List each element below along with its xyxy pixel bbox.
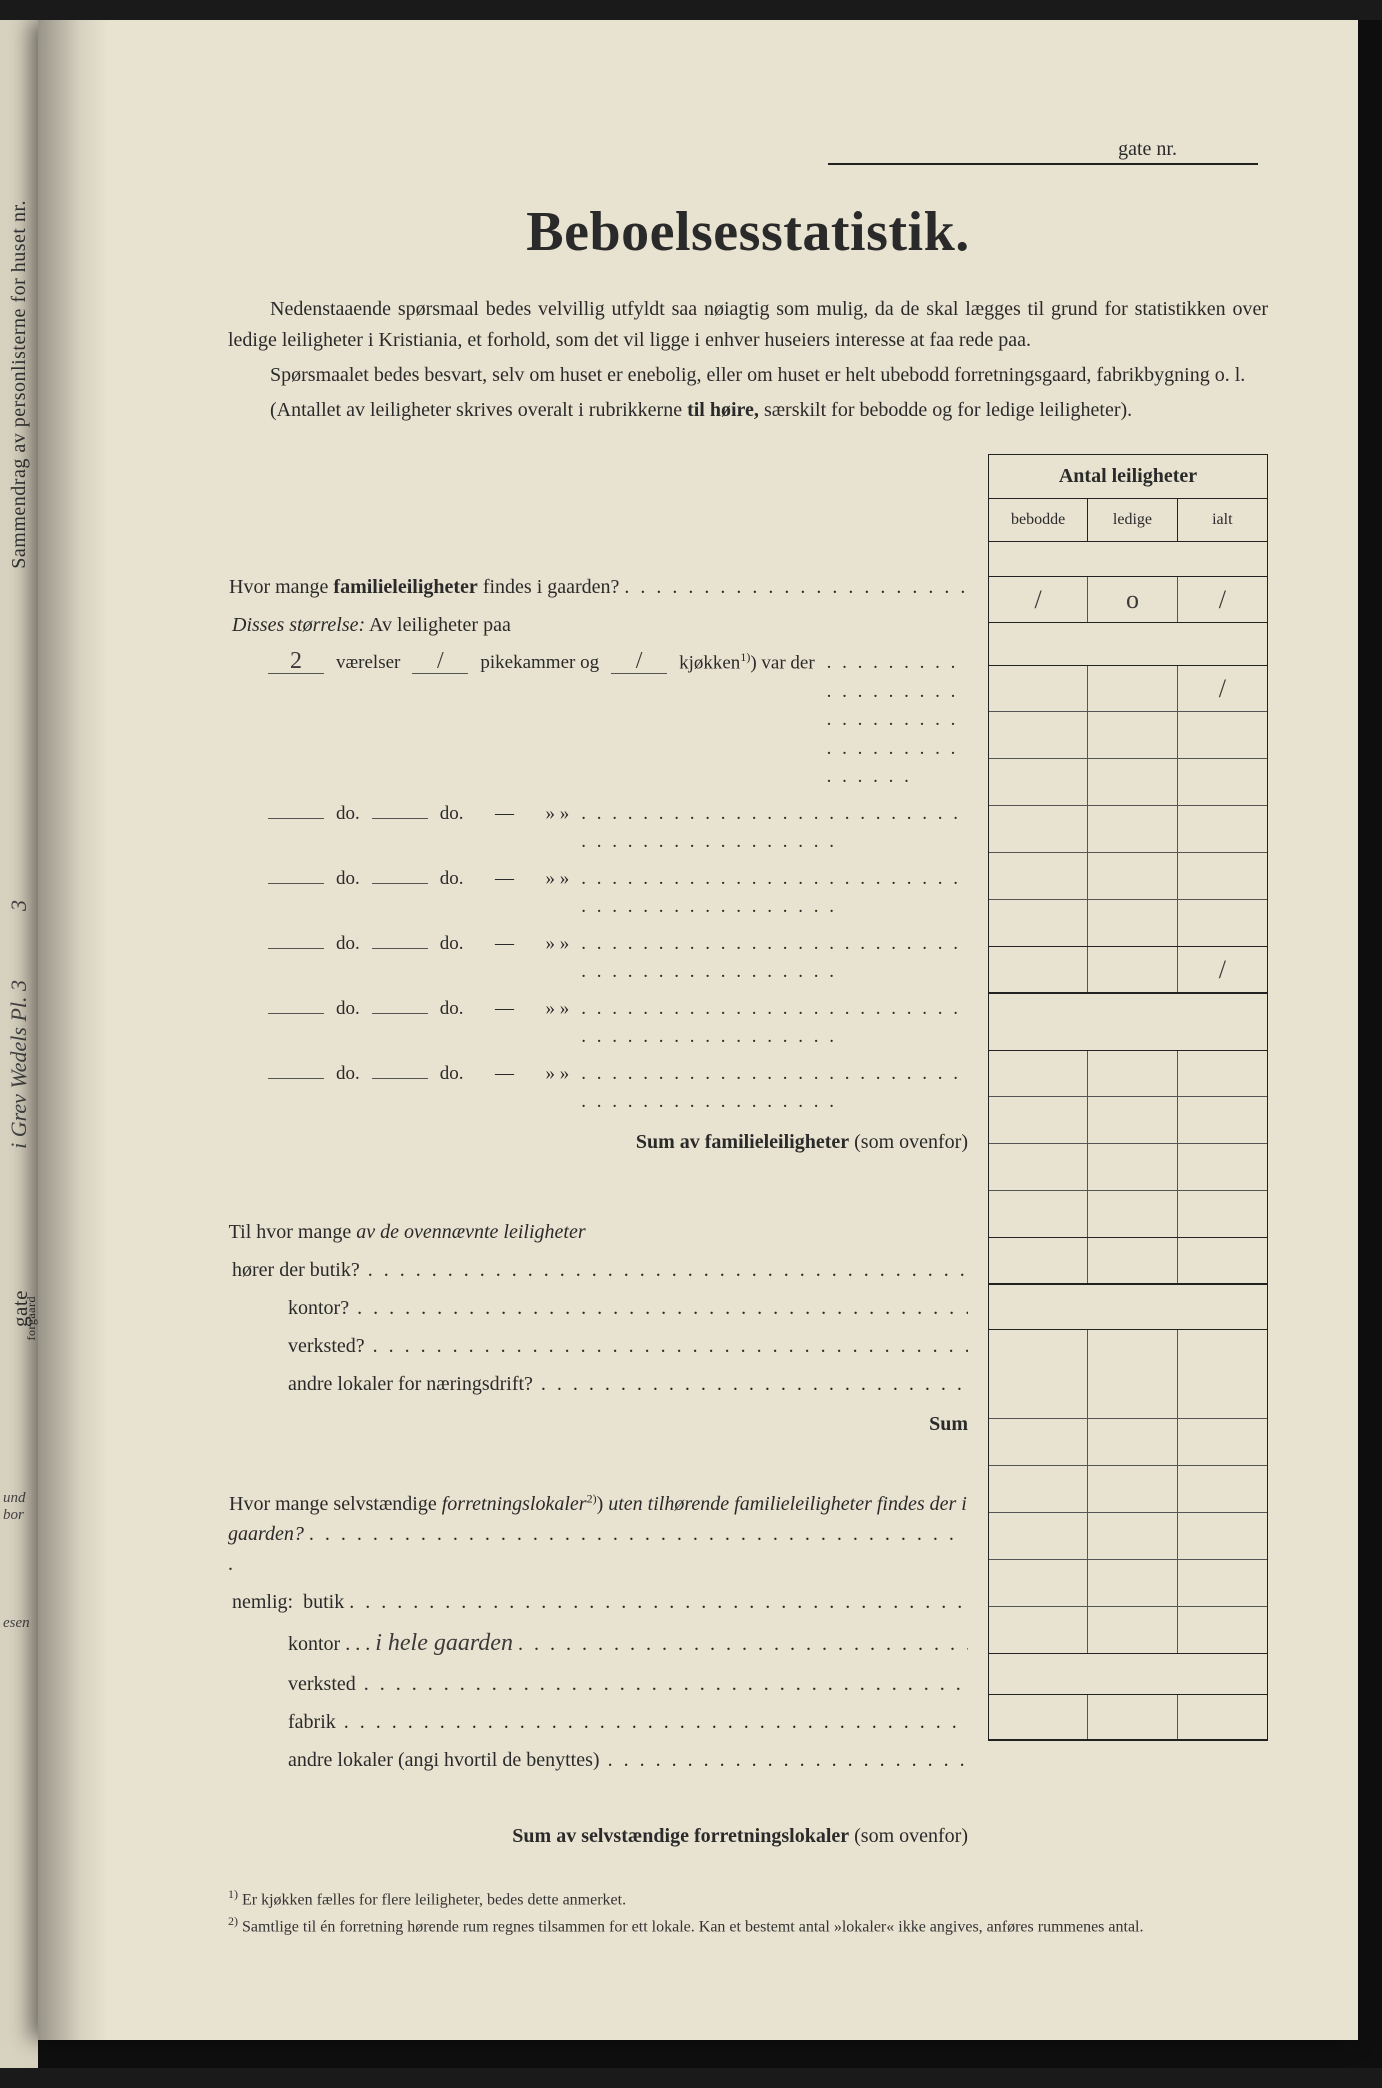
cell-q1-ialt: /: [1178, 577, 1267, 622]
q3-line: 3. Hvor mange selvstændige forretningslo…: [228, 1489, 968, 1579]
q2-butik: hører der butik?: [228, 1255, 968, 1285]
row-size-6: [989, 900, 1267, 947]
row-size-3: [989, 759, 1267, 806]
q2-verksted: verksted?: [228, 1331, 968, 1361]
row-q3-butik: [989, 1419, 1267, 1466]
table-header-title: Antal leiligheter: [989, 455, 1267, 499]
cell-q1-ledige: o: [1088, 577, 1177, 622]
gate-label: gate nr.: [1118, 138, 1177, 160]
row-size-4: [989, 806, 1267, 853]
cell-size1-ialt: /: [1178, 666, 1267, 711]
q3-kontor: kontor . . . i hele gaarden: [228, 1625, 968, 1661]
q1-sum-label: Sum av familieleiligheter (som ovenfor): [228, 1127, 968, 1157]
q1-pike-value: /: [412, 651, 468, 674]
q3-verksted: verksted: [228, 1669, 968, 1699]
gate-number-blank: [1188, 163, 1258, 165]
row-size-2: [989, 712, 1267, 759]
margin-vertical-printed: Sammendrag av personlisterne for huset n…: [8, 200, 31, 569]
margin-und-bor: und bor: [3, 1490, 38, 1524]
cell-q1-sum-ialt: /: [1178, 947, 1267, 992]
intro-p2: Spørsmaalet bedes besvart, selv om huset…: [228, 360, 1268, 391]
footnote-1: 1) Er kjøkken fælles for flere leilighet…: [228, 1885, 1268, 1912]
table-header-columns: bebodde ledige ialt: [989, 499, 1267, 541]
q3-andre: andre lokaler (angi hvortil de benyttes): [228, 1745, 968, 1775]
row-q3-andre: [989, 1607, 1267, 1654]
q1-line: 1. Hvor mange familieleiligheter findes …: [228, 572, 968, 602]
question-1: 1. Hvor mange familieleiligheter findes …: [228, 572, 968, 1157]
count-table: Antal leiligheter bebodde ledige ialt / …: [988, 454, 1268, 1741]
margin-forgaard-label: forgaard: [24, 1296, 39, 1340]
q3-kontor-handwritten: i hele gaarden: [375, 1630, 513, 1656]
margin-handwritten-address: i Grev Wedels Pl. 3: [6, 980, 32, 1149]
q1-kjok-value: /: [611, 651, 667, 674]
q2-sum-label: Sum: [228, 1409, 968, 1439]
q1-size-row-1: 2 værelser / pikekammer og / kjøkken1)) …: [228, 648, 968, 792]
form-content: Antal leiligheter bebodde ledige ialt / …: [228, 454, 1268, 1851]
q1-size-row-6: do. do. — » »: [228, 1060, 968, 1117]
table-rows: / o / /: [988, 542, 1268, 1741]
row-q3-verksted: [989, 1513, 1267, 1560]
q1-size-row-5: do. do. — » »: [228, 995, 968, 1052]
page-title: Beboelsesstatistik.: [228, 200, 1268, 264]
document-page: gate nr. Beboelsesstatistik. Nedenstaaen…: [38, 20, 1358, 2040]
row-q1-total: / o /: [989, 576, 1267, 623]
left-cropped-page: Sammendrag av personlisterne for huset n…: [0, 20, 38, 2068]
row-q1-sum: /: [989, 947, 1267, 994]
q2-line: 2. Til hvor mange av de ovennævnte leili…: [228, 1217, 968, 1247]
row-q2-andre: [989, 1191, 1267, 1238]
row-q2-kontor: [989, 1097, 1267, 1144]
q1-subhead: Disses størrelse: Av leiligheter paa: [228, 610, 968, 640]
row-q3-fabrik: [989, 1560, 1267, 1607]
row-q3-sum: [989, 1694, 1267, 1741]
question-2: 2. Til hvor mange av de ovennævnte leili…: [228, 1217, 968, 1439]
q3-sum-label: Sum av selvstændige forretningslokaler (…: [228, 1821, 968, 1851]
row-size-1: /: [989, 665, 1267, 712]
intro-p3: (Antallet av leiligheter skrives overalt…: [228, 395, 1268, 426]
q1-size-row-3: do. do. — » »: [228, 865, 968, 922]
q3-fabrik: fabrik: [228, 1707, 968, 1737]
row-q3-kontor: [989, 1466, 1267, 1513]
q1-rooms-value: 2: [268, 651, 324, 674]
row-q3-header: [989, 1329, 1267, 1419]
row-size-5: [989, 853, 1267, 900]
table-header: Antal leiligheter bebodde ledige ialt: [988, 454, 1268, 542]
gate-header-line: gate nr.: [828, 138, 1258, 165]
row-q2-verksted: [989, 1144, 1267, 1191]
footnote-2: 2) Samtlige til én forretning hørende ru…: [228, 1912, 1268, 1939]
q2-kontor: kontor?: [228, 1293, 968, 1323]
footnotes: 1) Er kjøkken fælles for flere leilighet…: [228, 1885, 1268, 1940]
q1-size-row-2: do. do. — » »: [228, 800, 968, 857]
question-3: 3. Hvor mange selvstændige forretningslo…: [228, 1489, 968, 1851]
row-q2-butik: [989, 1050, 1267, 1097]
col-ialt: ialt: [1178, 499, 1267, 541]
margin-handwritten-number: 3: [6, 900, 32, 911]
cell-q1-bebodde: /: [989, 577, 1088, 622]
intro-p1: Nedenstaaende spørsmaal bedes velvillig …: [228, 294, 1268, 356]
scan-frame: Sammendrag av personlisterne for huset n…: [0, 20, 1382, 2068]
intro-paragraphs: Nedenstaaende spørsmaal bedes velvillig …: [228, 294, 1268, 426]
q3-butik: nemlig: butik: [228, 1587, 968, 1617]
q2-andre: andre lokaler for næringsdrift?: [228, 1369, 968, 1399]
col-ledige: ledige: [1088, 499, 1177, 541]
col-bebodde: bebodde: [989, 499, 1088, 541]
margin-sen: esen: [3, 1615, 30, 1632]
q1-size-row-4: do. do. — » »: [228, 930, 968, 987]
row-q2-sum: [989, 1238, 1267, 1285]
